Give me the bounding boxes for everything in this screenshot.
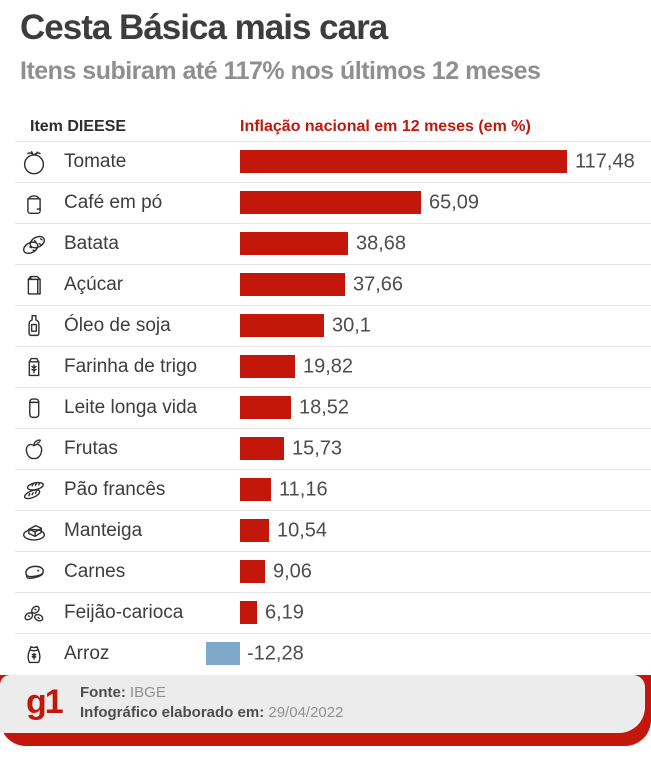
inflation-value: 6,19 — [265, 601, 304, 624]
inflation-bar — [240, 601, 257, 624]
table-row: Leite longa vida 18,52 — [15, 387, 651, 428]
table-row: Carnes 9,06 — [15, 551, 651, 592]
date-label: Infográfico elaborado em: — [80, 704, 265, 721]
inflation-value: 19,82 — [303, 355, 354, 378]
inflation-value: 117,48 — [575, 150, 635, 173]
inflation-bar — [206, 642, 240, 665]
coffee-bag-icon — [19, 188, 49, 218]
footer-gray-panel — [0, 675, 645, 733]
beans-icon — [19, 598, 49, 628]
table-row: Manteiga 10,54 — [15, 510, 651, 551]
inflation-value: 37,66 — [353, 273, 404, 296]
table-row: Café em pó 65,09 — [15, 182, 651, 223]
inflation-bar — [240, 191, 421, 214]
table-row: Frutas 15,73 — [15, 428, 651, 469]
oil-bottle-icon — [19, 311, 49, 341]
footer: g1 Fonte: IBGE Infográfico elaborado em:… — [0, 675, 651, 746]
inflation-bar — [240, 396, 291, 419]
table-row: Óleo de soja 30,1 — [15, 305, 651, 346]
item-label: Óleo de soja — [64, 315, 171, 336]
tomato-icon — [19, 147, 49, 177]
inflation-bar — [240, 560, 265, 583]
inflation-value: 10,54 — [277, 519, 328, 542]
footer-credits: Fonte: IBGE Infográfico elaborado em: 29… — [80, 683, 343, 723]
inflation-bar — [240, 519, 269, 542]
footer-source-line: Fonte: IBGE — [80, 683, 343, 703]
item-label: Feijão-carioca — [64, 602, 184, 623]
value-column-header: Inflação nacional em 12 meses (em %) — [240, 118, 531, 135]
item-label: Frutas — [64, 438, 118, 459]
inflation-value: 9,06 — [273, 560, 312, 583]
inflation-value: 30,1 — [332, 314, 371, 337]
column-headers: Item DIEESE Inflação nacional em 12 mese… — [0, 118, 651, 142]
item-label: Tomate — [64, 151, 127, 172]
milk-carton-icon — [19, 393, 49, 423]
inflation-bar — [240, 150, 567, 173]
inflation-bar — [240, 232, 348, 255]
inflation-value: 38,68 — [356, 232, 407, 255]
table-row: Feijão-carioca 6,19 — [15, 592, 651, 633]
inflation-value: 11,16 — [279, 478, 328, 501]
item-column-header: Item DIEESE — [30, 118, 127, 135]
footer-date-line: Infográfico elaborado em: 29/04/2022 — [80, 703, 343, 723]
table-row: Arroz -12,28 — [15, 633, 651, 674]
rice-sack-icon — [19, 639, 49, 669]
flour-bag-icon — [19, 352, 49, 382]
bread-icon — [19, 475, 49, 505]
page-title: Cesta Básica mais cara — [20, 8, 388, 47]
sugar-bag-icon — [19, 270, 49, 300]
inflation-bar — [240, 478, 271, 501]
item-label: Batata — [64, 233, 119, 254]
table-row: Tomate 117,48 — [15, 141, 651, 182]
inflation-bar — [240, 273, 345, 296]
date-value: 29/04/2022 — [268, 704, 344, 721]
item-label: Leite longa vida — [64, 397, 198, 418]
inflation-value: 18,52 — [299, 396, 350, 419]
table-row: Batata 38,68 — [15, 223, 651, 264]
page-subtitle: Itens subiram até 117% nos últimos 12 me… — [20, 57, 541, 85]
item-label: Açúcar — [64, 274, 124, 295]
item-label: Carnes — [64, 561, 126, 582]
inflation-bar — [240, 355, 295, 378]
item-label: Arroz — [64, 643, 110, 664]
inflation-bar — [240, 437, 284, 460]
item-label: Pão francês — [64, 479, 166, 500]
source-value: IBGE — [130, 684, 166, 701]
item-label: Café em pó — [64, 192, 163, 213]
meat-icon — [19, 557, 49, 587]
source-label: Fonte: — [80, 684, 126, 701]
inflation-value: -12,28 — [247, 642, 304, 665]
inflation-value: 15,73 — [292, 437, 343, 460]
potato-icon — [19, 229, 49, 259]
inflation-bar — [240, 314, 324, 337]
table-row: Farinha de trigo 19,82 — [15, 346, 651, 387]
item-label: Manteiga — [64, 520, 143, 541]
bar-chart-rows: Tomate 117,48 Café em pó 65,09 Batata 38,68 Aç… — [0, 141, 651, 674]
inflation-value: 65,09 — [429, 191, 480, 214]
apple-icon — [19, 434, 49, 464]
butter-icon — [19, 516, 49, 546]
table-row: Pão francês 11,16 — [15, 469, 651, 510]
table-row: Açúcar 37,66 — [15, 264, 651, 305]
g1-logo: g1 — [26, 683, 64, 721]
item-label: Farinha de trigo — [64, 356, 198, 377]
